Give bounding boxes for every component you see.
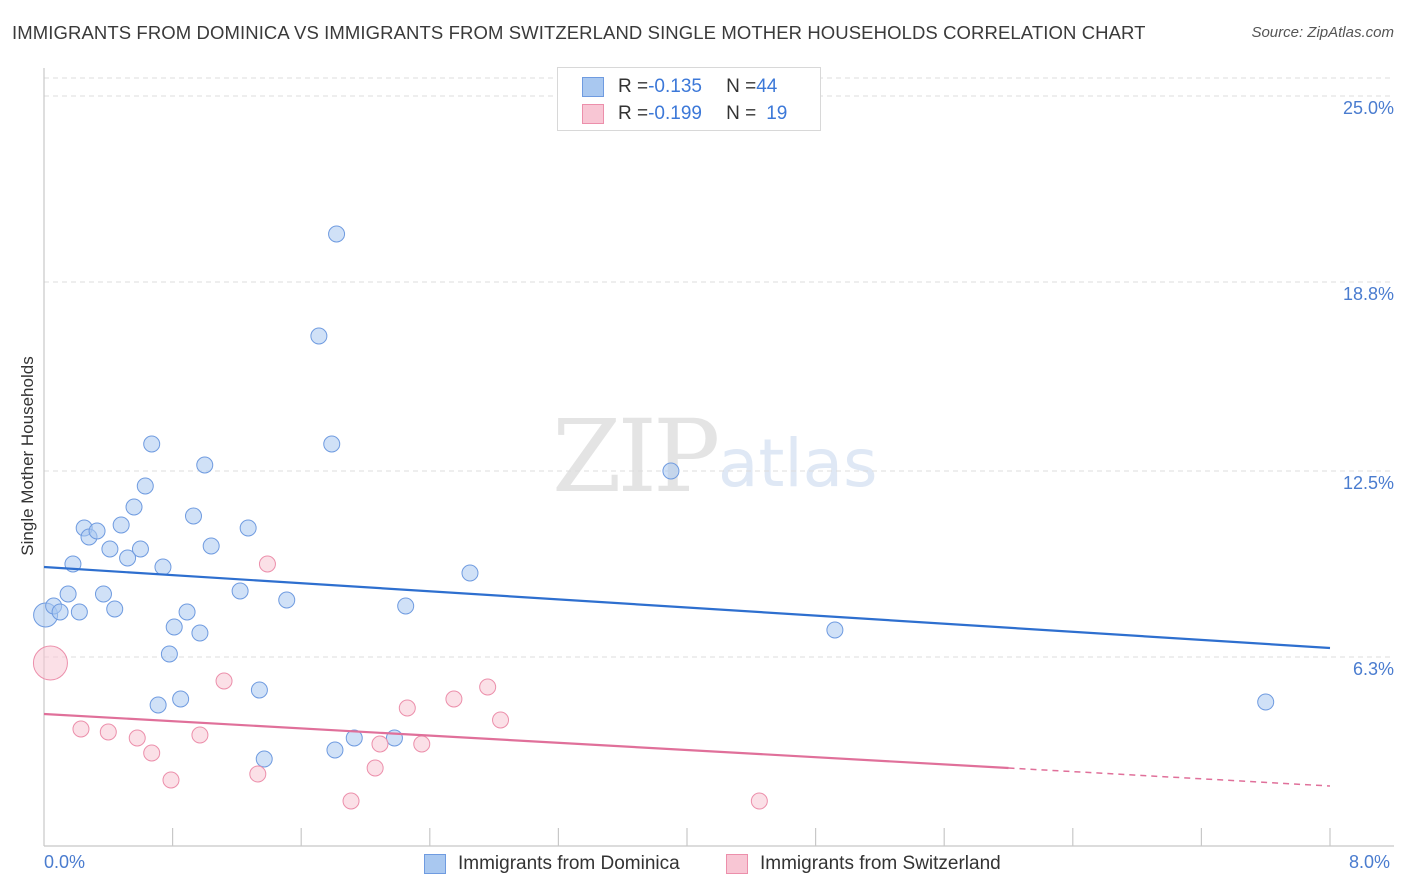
dominica-point — [255, 750, 273, 768]
dominica-point — [165, 618, 183, 636]
watermark-atlas: atlas — [718, 425, 878, 502]
legend-item-dominica[interactable]: Immigrants from Dominica — [424, 851, 680, 877]
y-tick-label: 12.5% — [1342, 473, 1394, 493]
dominica-point — [196, 456, 214, 474]
dominica-point — [1257, 693, 1275, 711]
stats-n-label: N = — [726, 76, 757, 97]
switzerland-point — [366, 759, 384, 777]
switzerland-point — [128, 729, 146, 747]
switzerland-point — [99, 723, 117, 741]
dominica-point — [239, 519, 257, 537]
switzerland-point — [249, 765, 267, 783]
dominica-point — [345, 729, 363, 747]
dominica-point — [328, 225, 346, 243]
switzerland-point — [342, 792, 360, 810]
switzerland-point — [371, 735, 389, 753]
dominica-point — [172, 690, 190, 708]
stats-row-switzerland: R = -0.199 N = 19 — [582, 102, 787, 126]
dominica-point — [70, 603, 88, 621]
dominica-point — [202, 537, 220, 555]
stats-swatch-switzerland — [582, 104, 604, 124]
y-tick-label: 25.0% — [1342, 98, 1394, 118]
switzerland-point — [492, 711, 510, 729]
switzerland-point — [413, 735, 431, 753]
dominica-point — [191, 624, 209, 642]
stats-r-value: -0.135 — [648, 76, 702, 97]
switzerland-point — [258, 555, 276, 573]
switzerland-point — [72, 720, 90, 738]
legend-swatch-dominica — [424, 854, 446, 874]
switzerland-trend-line — [43, 712, 1009, 770]
dominica-point — [59, 585, 77, 603]
dominica-point — [143, 435, 161, 453]
dominica-point — [326, 741, 344, 759]
dominica-point — [101, 540, 119, 558]
legend-label-dominica: Immigrants from Dominica — [458, 853, 680, 874]
dominica-point — [106, 600, 124, 618]
switzerland-point — [162, 771, 180, 789]
stats-swatch-dominica — [582, 77, 604, 97]
dominica-point — [310, 327, 328, 345]
y-tick-label: 6.3% — [1352, 659, 1394, 679]
stats-n-label: N = — [726, 103, 757, 124]
dominica-point — [136, 477, 154, 495]
switzerland-point — [215, 672, 233, 690]
switzerland-point — [143, 744, 161, 762]
y-tick-label: 18.8% — [1342, 284, 1394, 304]
stats-n-value: 44 — [756, 76, 778, 97]
watermark-zip: ZIP — [552, 398, 720, 515]
dominica-point — [125, 498, 143, 516]
dominica-point — [323, 435, 341, 453]
switzerland-point — [191, 726, 209, 744]
legend-swatch-switzerland — [726, 854, 748, 874]
stats-box: R = -0.135 N = 44 R = -0.199 N = 19 — [557, 67, 821, 131]
switzerland-trend-line-extension — [1008, 767, 1331, 787]
stats-r-value: -0.199 — [648, 103, 702, 124]
dominica-point — [461, 564, 479, 582]
legend-item-switzerland[interactable]: Immigrants from Switzerland — [726, 851, 1001, 877]
dominica-point — [278, 591, 296, 609]
dominica-point — [154, 558, 172, 576]
dominica-point — [112, 516, 130, 534]
switzerland-point — [750, 792, 768, 810]
x-tick-min: 0.0% — [44, 852, 86, 872]
dominica-point — [88, 522, 106, 540]
dominica-point — [184, 507, 202, 525]
stats-n-value: 19 — [766, 103, 788, 124]
switzerland-point — [398, 699, 416, 717]
dominica-point — [51, 603, 69, 621]
dominica-point — [231, 582, 249, 600]
switzerland-point — [479, 678, 497, 696]
dominica-point — [131, 540, 149, 558]
dominica-point — [397, 597, 415, 615]
x-tick-max: 8.0% — [1349, 852, 1391, 872]
dominica-point — [662, 462, 680, 480]
switzerland-point — [32, 645, 68, 681]
dominica-point — [250, 681, 268, 699]
dominica-point — [119, 549, 137, 567]
legend-label-switzerland: Immigrants from Switzerland — [760, 853, 1001, 874]
source-label: Source: ZipAtlas.com — [1251, 24, 1394, 41]
stats-row-dominica: R = -0.135 N = 44 — [582, 75, 777, 99]
dominica-point — [160, 645, 178, 663]
dominica-point — [826, 621, 844, 639]
stats-r-label: R = — [618, 76, 649, 97]
dominica-point — [94, 585, 112, 603]
dominica-point — [178, 603, 196, 621]
switzerland-point — [445, 690, 463, 708]
stats-r-label: R = — [618, 103, 649, 124]
chart-title: IMMIGRANTS FROM DOMINICA VS IMMIGRANTS F… — [12, 22, 1146, 43]
dominica-point — [149, 696, 167, 714]
dominica-trend-line — [43, 565, 1331, 650]
